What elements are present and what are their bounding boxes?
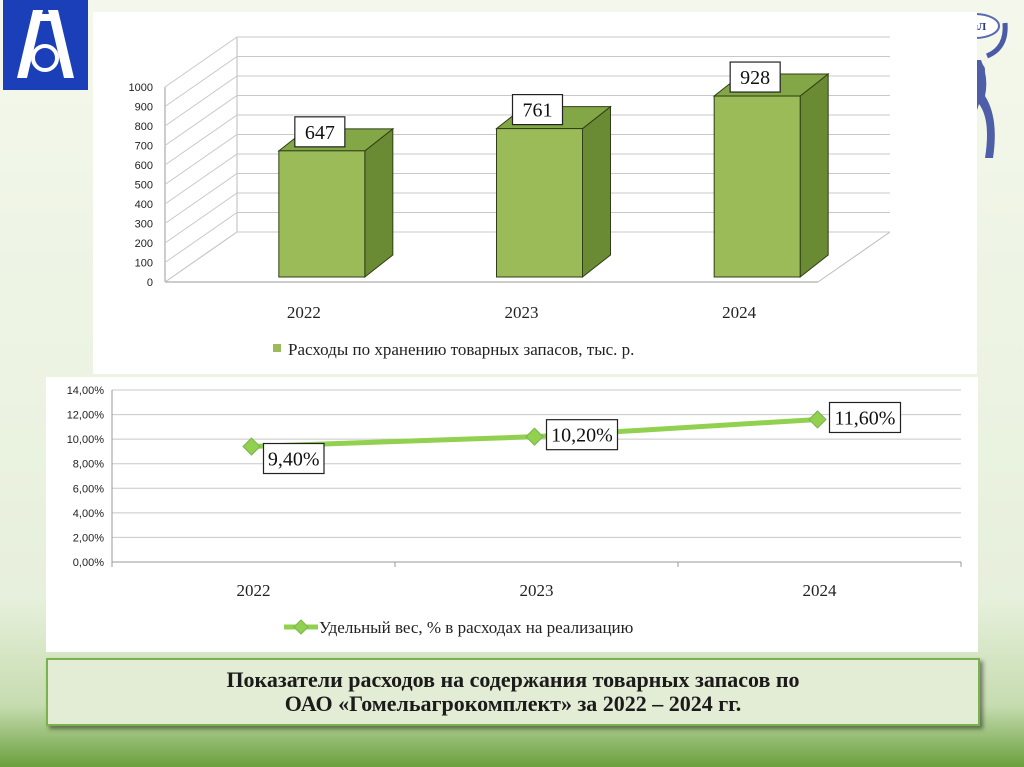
bar-2024: 928 [712, 61, 830, 279]
line-data-label: 9,40% [268, 449, 320, 471]
bar-y-tick-label: 900 [135, 102, 153, 114]
bar-side [582, 105, 611, 279]
bar-side [799, 73, 829, 279]
line-point-marker [242, 437, 261, 456]
bar-front [278, 150, 366, 278]
bar-y-tick-label: 400 [135, 199, 153, 211]
bar-front [713, 95, 801, 278]
slide-caption: Показатели расходов на содержания товарн… [46, 658, 980, 726]
bar-side [364, 127, 394, 279]
logo-stroke-right [48, 10, 74, 78]
line-data-label: 11,60% [835, 407, 896, 429]
line-data-label-box [262, 442, 325, 475]
bar-gridline [164, 56, 890, 107]
bar-y-tick-label: 300 [135, 219, 153, 231]
bar-gridline [164, 95, 890, 146]
bar-chart: 0 100 200 300 400 500 600 700 800 900 1000 647 761 9… [129, 36, 891, 359]
logo-bar [36, 14, 54, 21]
bar-floor-right-edge [817, 231, 891, 283]
bar-data-label: 928 [740, 67, 770, 89]
line-legend-label: Удельный вес, % в расходах на реализацию [319, 618, 634, 637]
line-data-label: 10,20% [551, 425, 613, 447]
line-y-tick-label: 6,00% [73, 483, 104, 495]
bar-gridline [164, 36, 890, 88]
line-data-label-box [545, 419, 619, 451]
line-chart-panel: 0,00% 2,00% 4,00% 6,00% 8,00% 10,00% 12,00% 14,… [46, 377, 978, 652]
line-y-tick-label: 2,00% [73, 532, 104, 544]
bar-gridline [164, 212, 890, 263]
bar-2023: 761 [495, 94, 612, 279]
bar-y-tick-label: 100 [135, 258, 153, 270]
bar-gridline [164, 192, 890, 244]
bar-y-tick-label: 700 [135, 141, 153, 153]
line-y-tick-label: 0,00% [73, 557, 104, 569]
logo-emblem-icon [3, 0, 88, 90]
line-data-label-box [828, 401, 902, 434]
bar-data-label-box [294, 116, 346, 148]
line-category-label: 2022 [237, 581, 271, 600]
bar-data-label: 761 [523, 100, 553, 122]
logo-stroke-left [17, 10, 43, 78]
bar-legend-swatch [273, 344, 281, 352]
line-y-tick-label: 4,00% [73, 508, 104, 520]
bar-data-label-box [511, 94, 564, 126]
bar-category-label: 2024 [722, 303, 757, 322]
line-chart: 0,00% 2,00% 4,00% 6,00% 8,00% 10,00% 12,00% 14,… [67, 385, 962, 637]
bar-data-label-box [729, 61, 781, 93]
logo-ring [31, 44, 59, 72]
line-y-tick-label: 8,00% [73, 459, 104, 471]
line-category-label: 2023 [520, 581, 554, 600]
bar-category-label: 2022 [287, 303, 321, 322]
bar-gridline [164, 114, 890, 166]
bar-gridline [164, 134, 890, 185]
bar-chart-panel: 0 100 200 300 400 500 600 700 800 900 1000 647 761 9… [93, 12, 977, 374]
caption-line-2: ОАО «Гомельагрокомплект» за 2022 – 2024 … [284, 691, 742, 716]
bar-gridline [164, 231, 890, 283]
line-y-tick-label: 10,00% [67, 434, 105, 446]
line-y-tick-label: 14,00% [67, 385, 105, 397]
bar-y-tick-label: 500 [135, 180, 153, 192]
bar-2022: 647 [277, 116, 395, 279]
bar-gridline [164, 75, 890, 127]
bar-data-label: 647 [305, 122, 335, 144]
bar-legend-label: Расходы по хранению товарных запасов, ты… [288, 340, 634, 359]
bar-gridline [164, 153, 890, 205]
bar-y-tick-label: 200 [135, 238, 153, 250]
bar-category-label: 2023 [505, 303, 539, 322]
line-point-marker [808, 410, 827, 429]
bar-gridline [164, 173, 890, 224]
bar-y-tick-label: 0 [147, 277, 153, 289]
bar-y-tick-label: 1000 [129, 82, 153, 94]
line-y-tick-label: 12,00% [67, 410, 105, 422]
caption-line-1: Показатели расходов на содержания товарн… [226, 667, 800, 692]
line-category-label: 2024 [803, 581, 838, 600]
bar-front [496, 128, 583, 278]
left-logo [3, 0, 88, 90]
bar-y-tick-label: 600 [135, 160, 153, 172]
bar-y-tick-label: 800 [135, 121, 153, 133]
line-legend-marker [293, 619, 309, 635]
line-point-marker [525, 427, 544, 446]
